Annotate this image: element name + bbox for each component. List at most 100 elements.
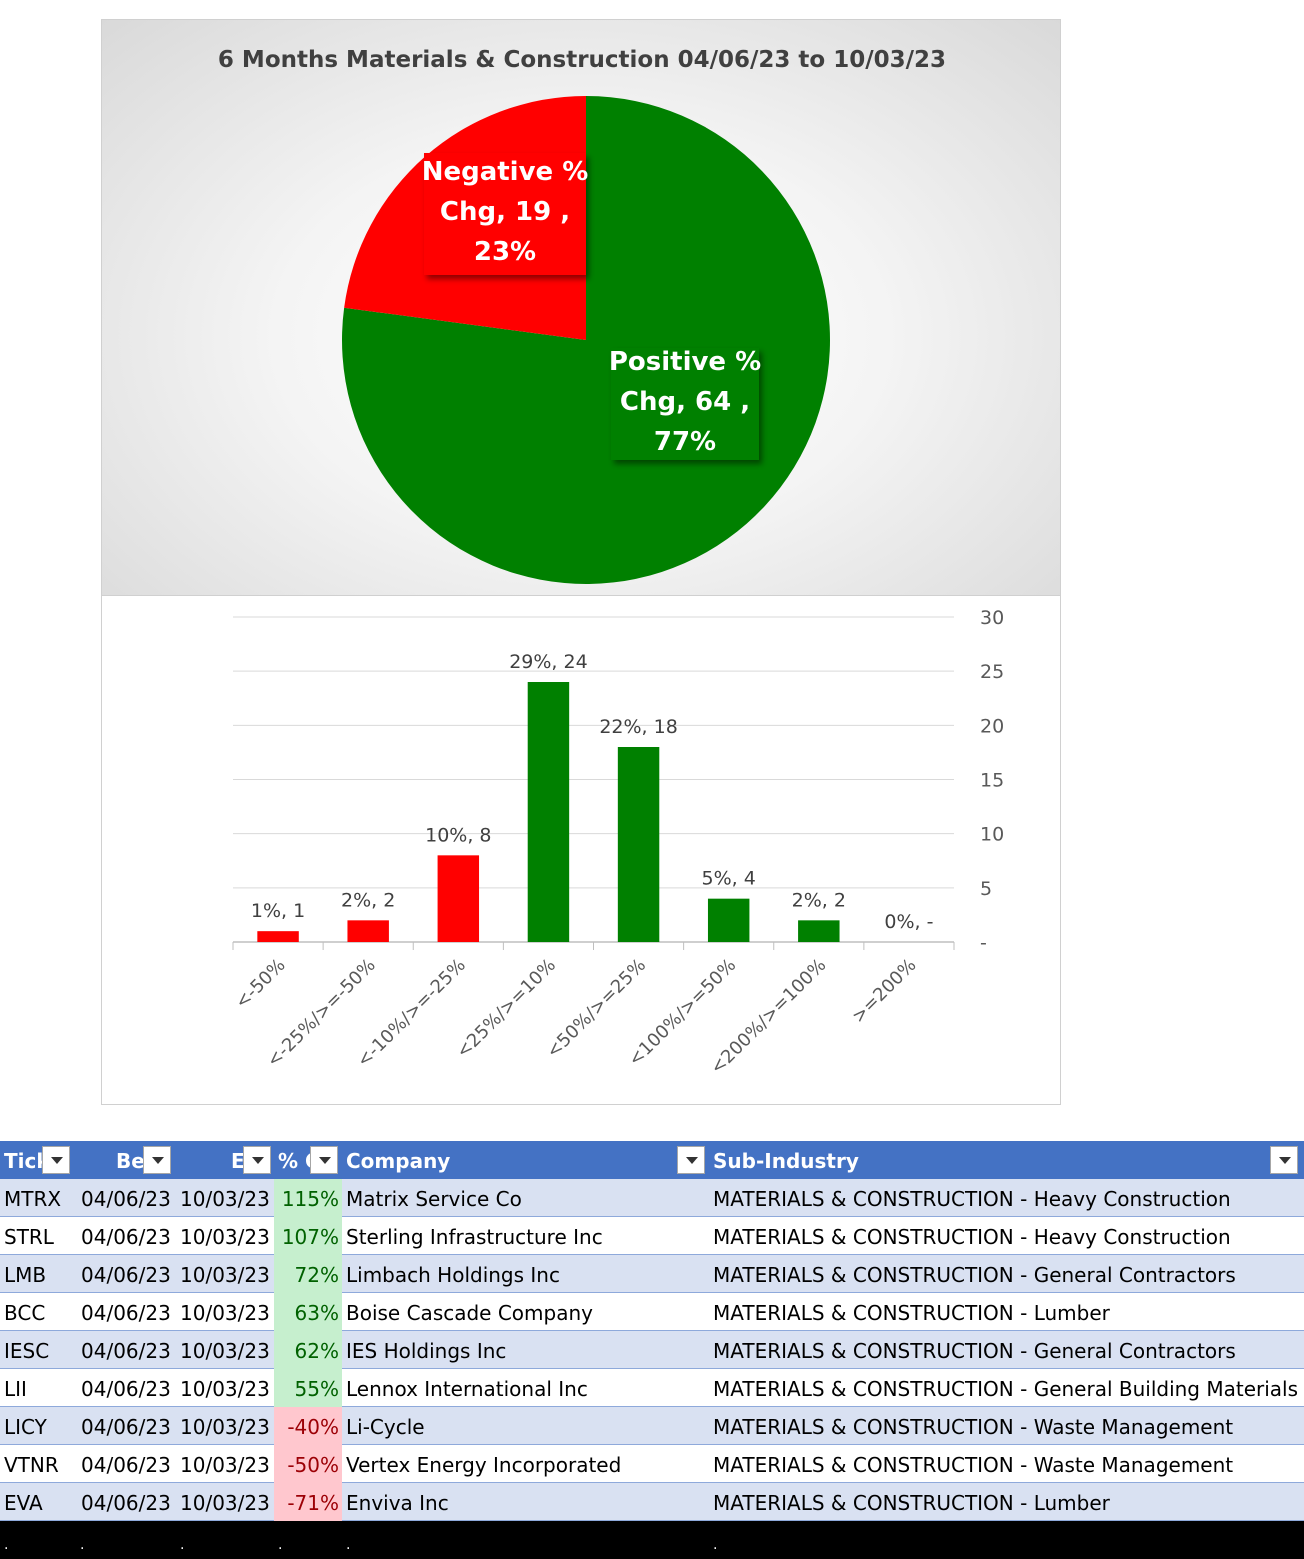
bar bbox=[527, 682, 570, 942]
pie-data-label: Chg, 19 , bbox=[440, 197, 570, 227]
cell-company: Limbach Holdings Inc bbox=[346, 1263, 560, 1287]
bar bbox=[257, 931, 299, 942]
cell-sub-industry: MATERIALS & CONSTRUCTION - General Build… bbox=[713, 1377, 1299, 1401]
cell-pct-change: 115% bbox=[274, 1179, 342, 1217]
cell-begin-date: 04/06/23 bbox=[81, 1377, 171, 1401]
pie-data-label: 23% bbox=[474, 237, 536, 267]
pie-chart-title: 6 Months Materials & Construction 04/06/… bbox=[218, 47, 946, 73]
cell-pct-change: 63% bbox=[274, 1293, 342, 1331]
cell-pct-change: -71% bbox=[274, 1483, 342, 1521]
header-begin: Be bbox=[116, 1149, 145, 1173]
cell-end-date: 10/03/23 bbox=[180, 1453, 270, 1477]
cell-sub-industry: MATERIALS & CONSTRUCTION - Heavy Constru… bbox=[713, 1187, 1231, 1211]
cell-begin-date: 04/06/23 bbox=[81, 1491, 171, 1515]
cell-sub-industry: MATERIALS & CONSTRUCTION - General Contr… bbox=[713, 1339, 1236, 1363]
table-row[interactable]: BCC 04/06/23 10/03/23 63% Boise Cascade Comp… bbox=[0, 1293, 1304, 1331]
cell-ticker: LICY bbox=[4, 1415, 47, 1439]
footer-dot: . bbox=[278, 1537, 283, 1553]
footer-dot: . bbox=[180, 1537, 185, 1553]
cell-sub-industry: MATERIALS & CONSTRUCTION - General Contr… bbox=[713, 1263, 1236, 1287]
table-row[interactable]: LMB 04/06/23 10/03/23 72% Limbach Holdings I… bbox=[0, 1255, 1304, 1293]
y-tick-label: 10 bbox=[980, 824, 1004, 846]
table-row[interactable]: IESC 04/06/23 10/03/23 62% IES Holdings Inc M… bbox=[0, 1331, 1304, 1369]
cell-pct-change: 72% bbox=[274, 1255, 342, 1293]
bar-chart-panel: - 5 10 15 20 25 30 1%, 1 2%, 2 10%, 8 29%, 24 22%,… bbox=[101, 596, 1061, 1105]
bar bbox=[798, 920, 840, 942]
pie-data-label: Negative % bbox=[422, 157, 589, 187]
pie-labels: Positive % Chg, 64 , 77% Negative % Chg, 19 … bbox=[422, 153, 761, 460]
cell-ticker: IESC bbox=[4, 1339, 50, 1363]
cell-ticker: LMB bbox=[4, 1263, 47, 1287]
cell-sub-industry: MATERIALS & CONSTRUCTION - Lumber bbox=[713, 1491, 1110, 1515]
pie-chart-svg: 6 Months Materials & Construction 04/06/… bbox=[218, 47, 946, 584]
cell-end-date: 10/03/23 bbox=[180, 1491, 270, 1515]
cell-ticker: STRL bbox=[4, 1225, 54, 1249]
filter-dropdown-button[interactable] bbox=[42, 1146, 70, 1174]
bar-x-axis: <-50%<-25%/>=-50%<-10%/>=-25%<25%/>=10%<… bbox=[231, 955, 920, 1079]
filter-dropdown-button[interactable] bbox=[310, 1146, 338, 1174]
cell-company: Matrix Service Co bbox=[346, 1187, 522, 1211]
cell-begin-date: 04/06/23 bbox=[81, 1225, 171, 1249]
bar bbox=[617, 747, 660, 942]
bar-data-labels: 1%, 1 2%, 2 10%, 8 29%, 24 22%, 18 5%, 4 2%, 2… bbox=[251, 651, 934, 933]
cell-ticker: EVA bbox=[4, 1491, 43, 1515]
cell-begin-date: 04/06/23 bbox=[81, 1187, 171, 1211]
cell-company: Enviva Inc bbox=[346, 1491, 449, 1515]
bar-y-axis: - 5 10 15 20 25 30 bbox=[980, 607, 1004, 954]
cell-pct-change: 62% bbox=[274, 1331, 342, 1369]
cell-begin-date: 04/06/23 bbox=[81, 1415, 171, 1439]
cell-begin-date: 04/06/23 bbox=[81, 1301, 171, 1325]
filter-dropdown-button[interactable] bbox=[243, 1146, 271, 1174]
filter-dropdown-button[interactable] bbox=[677, 1146, 705, 1174]
cell-end-date: 10/03/23 bbox=[180, 1339, 270, 1363]
bar-data-label: 10%, 8 bbox=[425, 824, 491, 846]
bar bbox=[437, 855, 480, 942]
bar-data-label: 2%, 2 bbox=[792, 889, 846, 911]
y-tick-label: 5 bbox=[980, 878, 992, 900]
footer-dot: . bbox=[4, 1537, 9, 1553]
cell-sub-industry: MATERIALS & CONSTRUCTION - Heavy Constru… bbox=[713, 1225, 1231, 1249]
cell-ticker: MTRX bbox=[4, 1187, 62, 1211]
table-row[interactable]: LICY 04/06/23 10/03/23 -40% Li-Cycle MATERIAL… bbox=[0, 1407, 1304, 1445]
footer-dot: . bbox=[713, 1537, 718, 1553]
table-row[interactable]: STRL 04/06/23 10/03/23 107% Sterling Infrast… bbox=[0, 1217, 1304, 1255]
cell-pct-change: 55% bbox=[274, 1369, 342, 1407]
cell-end-date: 10/03/23 bbox=[180, 1415, 270, 1439]
table-row[interactable]: MTRX 04/06/23 10/03/23 115% Matrix Service C… bbox=[0, 1179, 1304, 1217]
pie-data-label: 77% bbox=[654, 427, 716, 457]
bar-data-label: 29%, 24 bbox=[509, 651, 588, 673]
bar-series bbox=[257, 682, 840, 942]
bar-data-label: 2%, 2 bbox=[341, 889, 395, 911]
y-tick-label: 15 bbox=[980, 770, 1004, 792]
header-company: Company bbox=[346, 1149, 451, 1173]
cell-end-date: 10/03/23 bbox=[180, 1301, 270, 1325]
table-row[interactable]: LII 04/06/23 10/03/23 55% Lennox Internation… bbox=[0, 1369, 1304, 1407]
pie-label-box bbox=[424, 153, 586, 275]
bar-chart-svg: - 5 10 15 20 25 30 1%, 1 2%, 2 10%, 8 29%, 24 22%,… bbox=[231, 607, 1004, 1079]
cell-end-date: 10/03/23 bbox=[180, 1377, 270, 1401]
cell-company: Boise Cascade Company bbox=[346, 1301, 593, 1325]
cell-pct-change: -50% bbox=[274, 1445, 342, 1483]
y-tick-label: - bbox=[980, 932, 987, 954]
cell-begin-date: 04/06/23 bbox=[81, 1453, 171, 1477]
cell-pct-change: -40% bbox=[274, 1407, 342, 1445]
table-row[interactable]: VTNR 04/06/23 10/03/23 -50% Vertex Energy In… bbox=[0, 1445, 1304, 1483]
table-header-row: Tick Be E % C Company Sub-Industry bbox=[0, 1141, 1304, 1179]
cell-company: Lennox International Inc bbox=[346, 1377, 588, 1401]
y-tick-label: 25 bbox=[980, 661, 1004, 683]
cell-company: Sterling Infrastructure Inc bbox=[346, 1225, 603, 1249]
bar-data-label: 5%, 4 bbox=[702, 868, 756, 890]
footer-bar: . . . . . . bbox=[0, 1521, 1304, 1559]
filter-dropdown-button[interactable] bbox=[1270, 1146, 1298, 1174]
x-tick-label: >=200% bbox=[848, 955, 921, 1028]
cell-begin-date: 04/06/23 bbox=[81, 1339, 171, 1363]
cell-end-date: 10/03/23 bbox=[180, 1263, 270, 1287]
y-tick-label: 20 bbox=[980, 715, 1004, 737]
table-row[interactable]: EVA 04/06/23 10/03/23 -71% Enviva Inc MATERIA… bbox=[0, 1483, 1304, 1521]
filter-dropdown-button[interactable] bbox=[143, 1146, 171, 1174]
cell-pct-change: 107% bbox=[274, 1217, 342, 1255]
cell-sub-industry: MATERIALS & CONSTRUCTION - Waste Managem… bbox=[713, 1415, 1234, 1439]
cell-ticker: VTNR bbox=[4, 1453, 59, 1477]
cell-company: Vertex Energy Incorporated bbox=[346, 1453, 622, 1477]
header-end: E bbox=[231, 1149, 245, 1173]
